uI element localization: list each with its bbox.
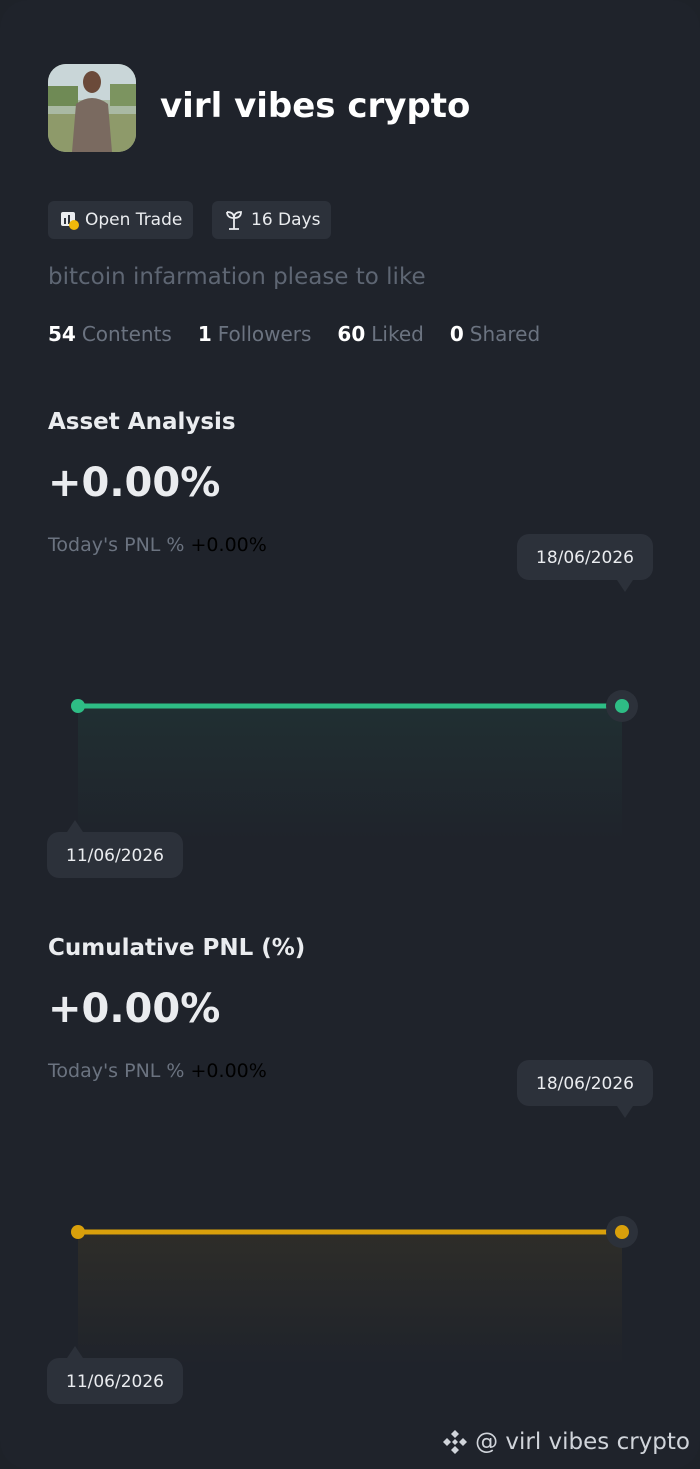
tooltip bbox=[47, 1358, 183, 1404]
pnl-value: +0.00% bbox=[190, 1060, 267, 1082]
stat: 54 Contents bbox=[48, 322, 172, 346]
pnl-row: Today's PNL % +0.00% bbox=[48, 534, 267, 556]
tooltip-pointer bbox=[67, 1346, 83, 1358]
date-label: 11/06/2026 bbox=[66, 1372, 164, 1392]
section-value: +0.00% bbox=[48, 986, 221, 1032]
stat-value: 60 bbox=[337, 322, 366, 346]
stat-label: Liked bbox=[371, 322, 424, 346]
stat-label: Shared bbox=[469, 322, 541, 346]
badge-text: Open Trade bbox=[85, 210, 183, 230]
area bbox=[78, 706, 622, 840]
badge-icon bbox=[226, 211, 242, 230]
point bbox=[71, 1225, 85, 1239]
line-chart: 18/06/2026 11/06/2026 bbox=[47, 1060, 653, 1404]
pnl-row: Today's PNL % +0.00% bbox=[48, 1060, 267, 1082]
stats: 54 Contents 1 Followers 60 Liked 0 Shared bbox=[48, 322, 540, 346]
footer: @ virl vibes crypto bbox=[441, 1428, 690, 1456]
tooltip bbox=[47, 832, 183, 878]
area bbox=[78, 1232, 622, 1366]
badge: 16 Days bbox=[212, 201, 332, 239]
logo bbox=[443, 1430, 468, 1454]
pnl-label: Today's PNL % bbox=[48, 534, 185, 556]
date-label: 18/06/2026 bbox=[536, 548, 634, 568]
tooltip-pointer bbox=[67, 820, 83, 832]
pnl-value: +0.00% bbox=[190, 534, 267, 556]
badge: Open Trade bbox=[48, 201, 194, 239]
stat: 60 Liked bbox=[337, 322, 423, 346]
stat-value: 1 bbox=[197, 322, 212, 346]
tooltip-pointer bbox=[617, 580, 633, 592]
stat-label: Contents bbox=[81, 322, 172, 346]
section-title: Cumulative PNL (%) bbox=[48, 935, 306, 961]
stat-label: Followers bbox=[217, 322, 312, 346]
stat-value: 54 bbox=[48, 322, 76, 346]
point bbox=[71, 699, 85, 713]
section-title: Asset Analysis bbox=[48, 409, 236, 435]
tooltip-pointer bbox=[617, 1106, 633, 1118]
stat: 0 Shared bbox=[450, 322, 540, 346]
footer-text: @ virl vibes crypto bbox=[475, 1429, 690, 1455]
section-value: +0.00% bbox=[48, 460, 221, 506]
line-chart: 18/06/2026 11/06/2026 bbox=[47, 534, 653, 878]
pnl-label: Today's PNL % bbox=[48, 1060, 185, 1082]
avatar bbox=[48, 64, 136, 152]
point bbox=[615, 699, 629, 713]
tooltip bbox=[517, 1060, 653, 1106]
badge-icon bbox=[61, 212, 79, 230]
badge-text: 16 Days bbox=[251, 210, 321, 230]
point bbox=[615, 1225, 629, 1239]
stat-value: 0 bbox=[449, 322, 464, 346]
username: virl vibes crypto bbox=[160, 86, 471, 126]
stat: 1 Followers bbox=[198, 322, 312, 346]
date-label: 18/06/2026 bbox=[536, 1074, 634, 1094]
tooltip bbox=[517, 534, 653, 580]
bio: bitcoin infarmation please to like bbox=[48, 264, 426, 290]
date-label: 11/06/2026 bbox=[66, 846, 164, 866]
